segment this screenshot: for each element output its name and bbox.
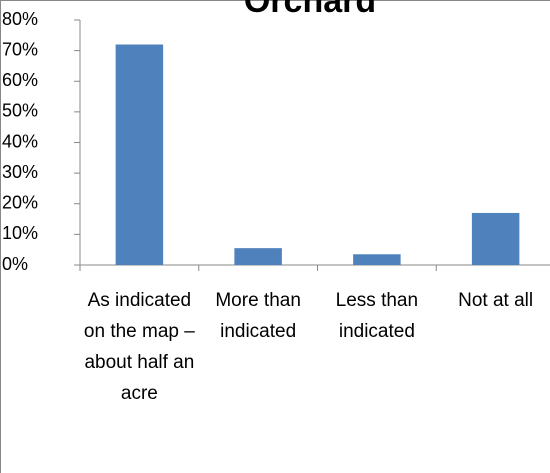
- y-tick-label: 20%: [2, 193, 38, 213]
- bar: [471, 212, 520, 265]
- y-tick-label: 10%: [2, 223, 38, 243]
- x-tick-label: Not at all: [458, 290, 534, 311]
- y-tick-label: 40%: [2, 131, 38, 151]
- y-tick-label: 70%: [2, 39, 38, 59]
- y-tick-label: 80%: [2, 9, 38, 29]
- chart-title: Orchard: [244, 0, 376, 20]
- x-tick-label: As indicated on the map – about half an …: [83, 290, 195, 404]
- bar: [115, 44, 164, 265]
- bar: [353, 254, 401, 265]
- y-tick-label: 50%: [2, 101, 38, 121]
- y-tick-label: 30%: [2, 162, 38, 182]
- bar: [234, 248, 282, 265]
- x-tick-label: Less than indicated: [335, 290, 419, 342]
- x-tick-label: More than indicated: [215, 290, 301, 342]
- y-tick-label: 60%: [2, 70, 38, 90]
- y-tick-label: 0%: [2, 254, 28, 274]
